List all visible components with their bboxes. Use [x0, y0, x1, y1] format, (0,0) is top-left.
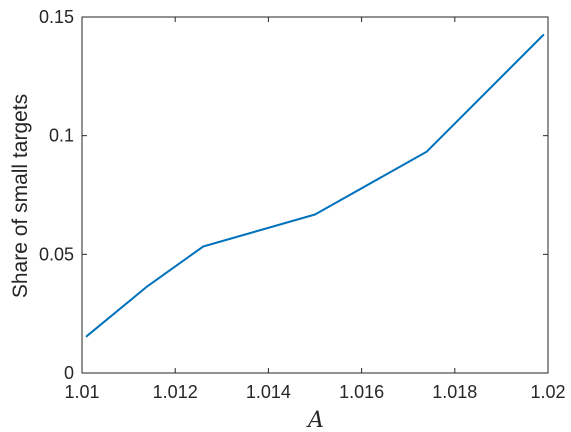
- y-tick-label: 0.05: [39, 244, 74, 264]
- series-line: [85, 34, 545, 338]
- y-tick-label: 0: [64, 363, 74, 383]
- x-tick-label: 1.018: [432, 382, 477, 402]
- x-tick-label: 1.014: [246, 382, 291, 402]
- plot-area-box: [81, 16, 549, 374]
- series-layer: [85, 34, 545, 338]
- y-tick-label: 0.1: [49, 126, 74, 146]
- y-axis-ticks: 0 0.05 0.1 0.15: [39, 7, 548, 383]
- y-tick-label: 0.15: [39, 7, 74, 27]
- x-axis-label: A: [306, 408, 324, 432]
- x-tick-label: 1.02: [530, 382, 565, 402]
- x-tick-label: 1.01: [64, 382, 99, 402]
- x-tick-label: 1.016: [339, 382, 384, 402]
- x-axis-ticks: 1.01 1.012 1.014 1.016 1.018 1.02: [64, 17, 566, 402]
- y-axis-label: Share of small targets: [9, 94, 32, 298]
- axes-frame: [81, 16, 549, 374]
- x-tick-label: 1.012: [153, 382, 198, 402]
